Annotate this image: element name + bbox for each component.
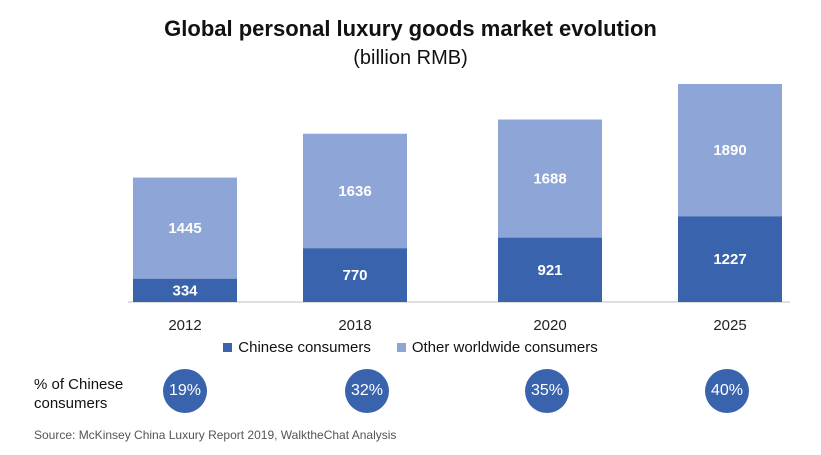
x-tick-label-2025: 2025 [713,317,746,334]
chart-title: Global personal luxury goods market evol… [164,16,657,41]
data-label-chinese-2020: 921 [537,262,562,279]
data-label-other-2018: 1636 [338,183,371,200]
data-label-chinese-2012: 334 [172,282,198,299]
legend-item-other: Other worldwide consumers [396,339,598,356]
legend-swatch-chinese [223,343,233,352]
data-label-other-2025: 1890 [713,142,746,159]
bar-chart-plot: 334 1445 2012 770 1636 2018 921 1688 2020 1227 189… [128,84,790,334]
share-row-label: % of Chinese consumers [34,375,144,413]
bar-other-2012 [133,177,237,279]
legend-swatch-other [396,343,406,352]
data-label-chinese-2025: 1227 [713,251,746,268]
chart-legend: Chinese consumers Other worldwide consum… [0,339,821,356]
share-circle-2025: 40% [705,369,749,413]
share-label-line1: % of Chinese [34,376,124,393]
x-tick-label-2018: 2018 [338,317,371,334]
bar-chinese-2025 [678,216,782,302]
source-note: Source: McKinsey China Luxury Report 201… [34,428,397,442]
bar-chinese-2020 [498,237,602,302]
bar-other-2025 [678,84,782,217]
bar-chinese-2012 [133,278,237,302]
x-tick-label-2012: 2012 [168,317,201,334]
share-circle-2020: 35% [525,369,569,413]
legend-item-chinese: Chinese consumers [223,339,371,356]
data-label-other-2020: 1688 [533,171,566,188]
bar-other-2018 [303,133,407,249]
legend-label-chinese: Chinese consumers [238,339,371,356]
bar-other-2020 [498,119,602,238]
x-tick-label-2020: 2020 [533,317,566,334]
share-circle-2018: 32% [345,369,389,413]
chart-subtitle: (billion RMB) [353,47,468,69]
data-label-chinese-2018: 770 [342,267,367,284]
data-label-other-2012: 1445 [168,220,201,237]
bar-chinese-2018 [303,248,407,302]
legend-label-other: Other worldwide consumers [411,339,598,356]
share-circle-2012: 19% [163,369,207,413]
share-label-line2: consumers [34,395,108,412]
